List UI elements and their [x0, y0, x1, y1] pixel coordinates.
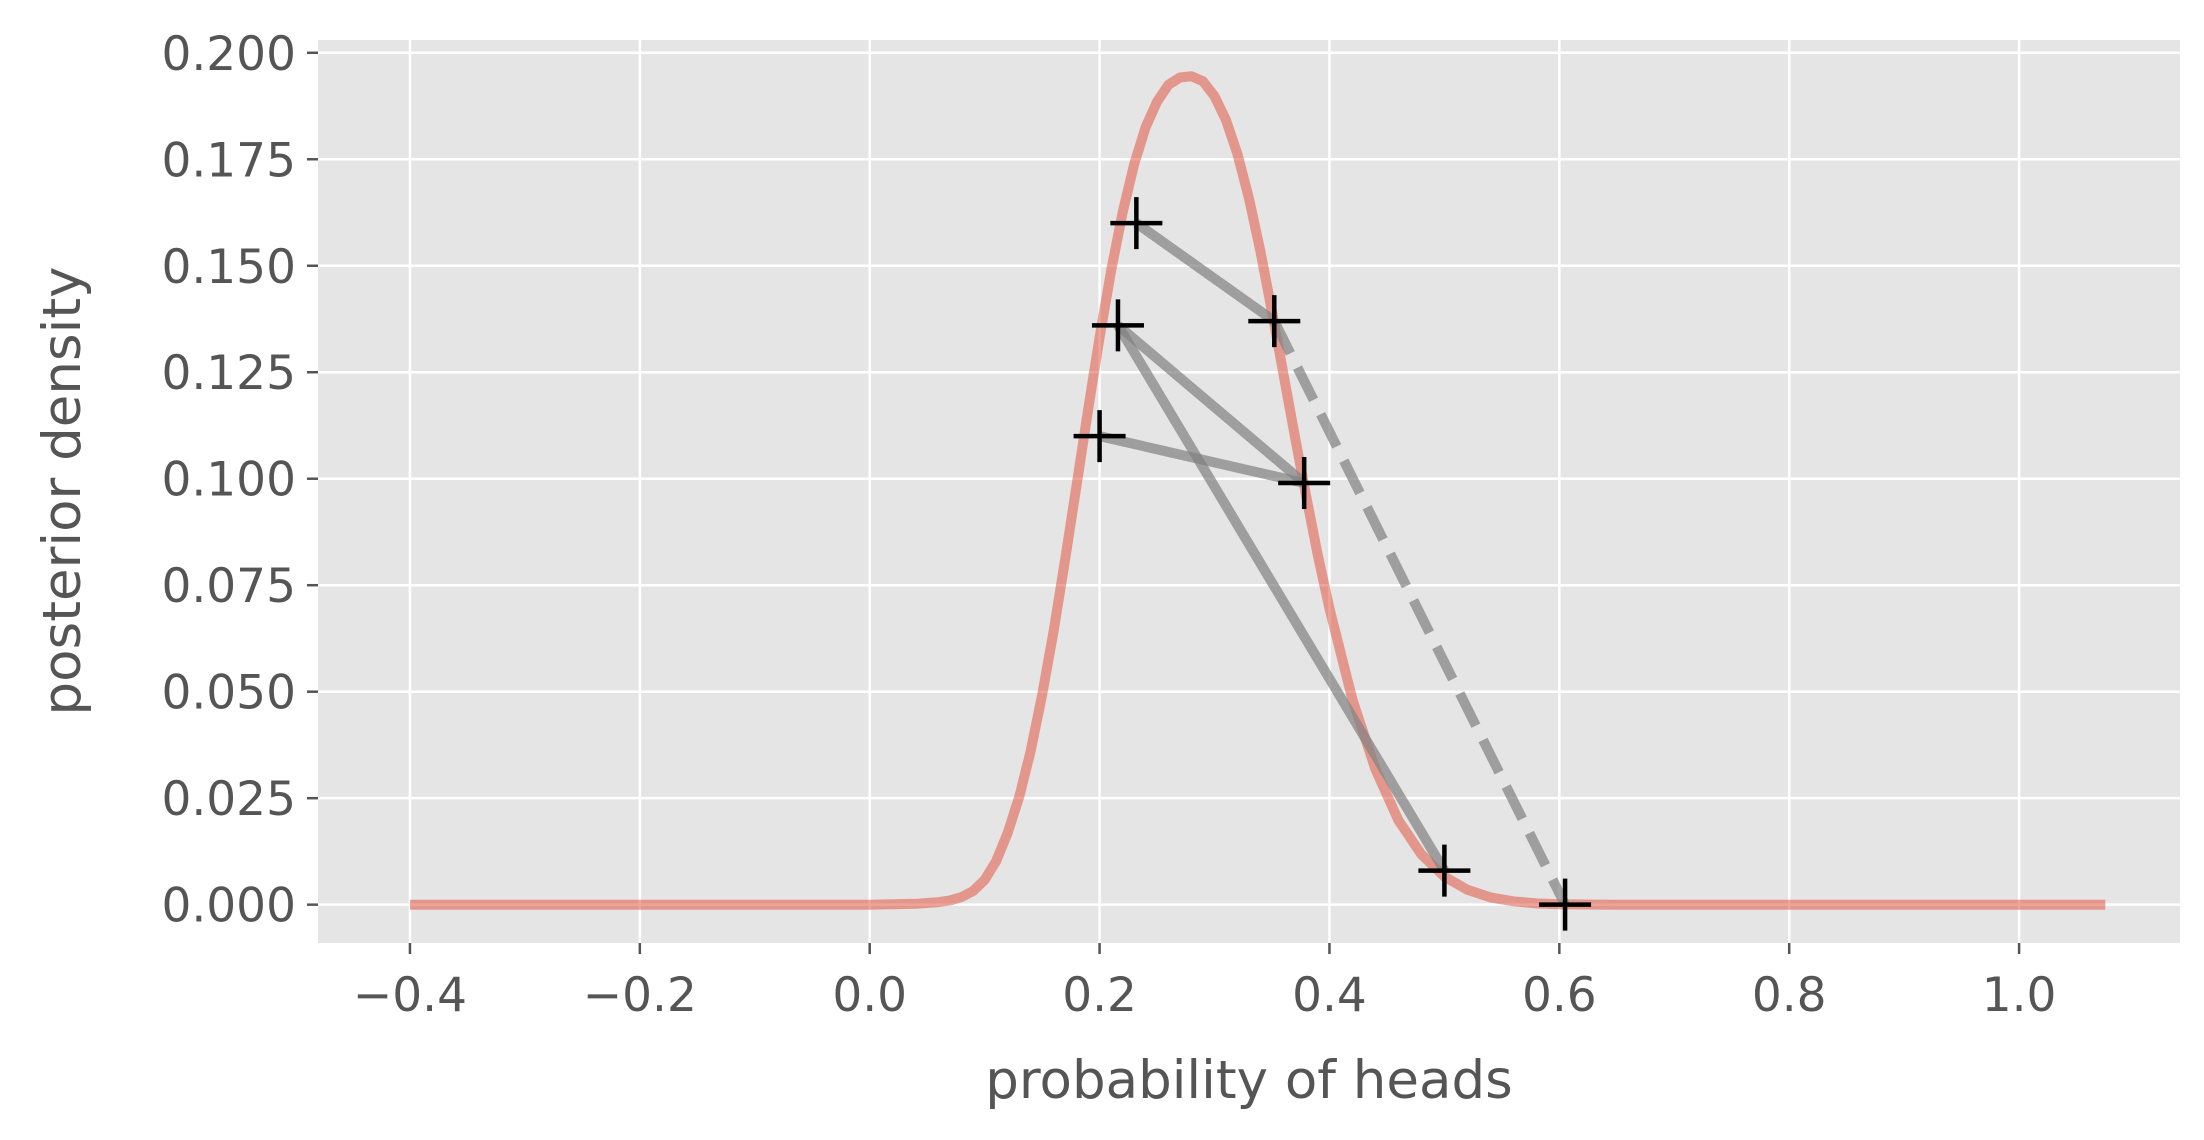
plus-marker: [1091, 299, 1144, 352]
simplex-edge: [1133, 219, 1278, 326]
plus-marker: [1418, 844, 1471, 897]
x-tick-label: −0.4: [353, 968, 467, 1023]
grid-lines: [318, 40, 2180, 943]
plot-area: [318, 40, 2180, 943]
y-tick-label: 0.025: [161, 772, 296, 827]
x-tick-label: 0.8: [1752, 968, 1827, 1023]
y-tick-label: 0.200: [161, 27, 296, 82]
simplex-vertex-markers: [1073, 197, 1592, 931]
x-tick-label: 0.4: [1292, 968, 1367, 1023]
x-tick-label: 0.2: [1062, 968, 1137, 1023]
posterior-curve: [410, 71, 2106, 910]
x-tick-label: 0.6: [1522, 968, 1597, 1023]
x-axis-label: probability of heads: [985, 1050, 1513, 1111]
y-tick-label: 0.125: [161, 346, 296, 401]
y-axis: 0.000 0.025 0.050 0.075 0.100 0.125 0.150 0.175…: [161, 27, 318, 934]
simplex-edge: [1113, 322, 1449, 874]
y-tick-label: 0.075: [161, 559, 296, 614]
simplex-edge: [1114, 321, 1308, 487]
y-tick-label: 0.175: [161, 133, 296, 188]
plus-marker: [1248, 295, 1301, 348]
plus-marker: [1073, 410, 1126, 463]
y-tick-label: 0.150: [161, 240, 296, 295]
x-tick-label: −0.2: [583, 968, 697, 1023]
x-tick-label: 1.0: [1982, 968, 2057, 1023]
x-axis: −0.4 −0.2 0.0 0.2 0.4 0.6 0.8 1.0: [353, 943, 2057, 1023]
x-tick-label: 0.0: [832, 968, 907, 1023]
plus-marker: [1539, 878, 1592, 931]
simplex-segments: [1098, 219, 1570, 907]
simplex-edge-dashed: [1269, 318, 1570, 907]
y-tick-label: 0.050: [161, 666, 296, 721]
y-axis-label: posterior density: [32, 267, 93, 716]
y-tick-label: 0.100: [161, 453, 296, 508]
plus-marker: [1278, 456, 1331, 509]
plus-marker: [1110, 197, 1163, 250]
y-tick-label: 0.000: [161, 879, 296, 934]
